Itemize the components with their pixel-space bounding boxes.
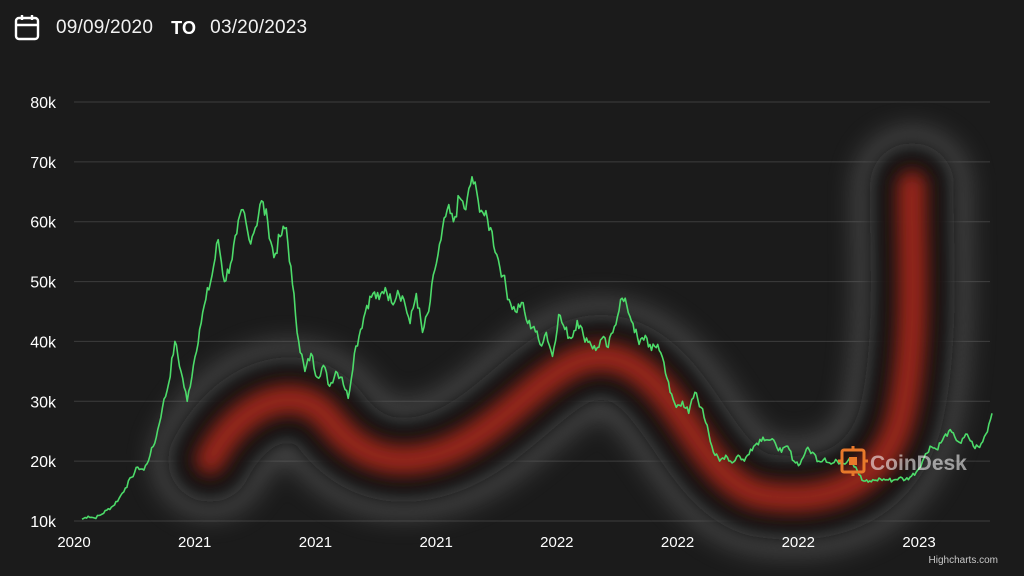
date-range-selector[interactable]: 09/09/2020 TO 03/20/2023 — [14, 12, 307, 44]
x-tick-label: 2022 — [661, 534, 694, 551]
y-tick-label: 10k — [30, 514, 57, 531]
x-tick-label: 2022 — [782, 534, 815, 551]
price-series-line — [81, 176, 993, 520]
calendar-icon[interactable] — [14, 14, 40, 42]
hand-drawn-overlay — [156, 131, 967, 552]
end-date[interactable]: 03/20/2023 — [210, 17, 308, 38]
y-axis-labels: 10k 20k 30k 40k 50k 60k 70k 80k — [30, 95, 57, 531]
x-tick-label: 2022 — [540, 534, 573, 551]
coindesk-watermark: CoinDesk — [838, 446, 967, 476]
x-axis-labels: 2020 2021 2021 2021 2022 2022 2022 2023 — [57, 534, 935, 551]
coindesk-logo-icon — [838, 446, 868, 476]
y-tick-label: 50k — [30, 275, 57, 292]
y-tick-label: 80k — [30, 95, 57, 112]
x-tick-label: 2020 — [57, 534, 90, 551]
x-tick-label: 2021 — [419, 534, 452, 551]
overlay-red-stroke — [195, 170, 928, 513]
y-tick-label: 60k — [30, 215, 57, 232]
x-tick-label: 2021 — [178, 534, 211, 551]
chart-credits[interactable]: Highcharts.com — [928, 555, 998, 566]
start-date[interactable]: 09/09/2020 — [56, 17, 154, 38]
coindesk-wordmark: CoinDesk — [870, 452, 967, 475]
y-tick-label: 70k — [30, 155, 57, 172]
to-label: TO — [171, 17, 197, 38]
x-tick-label: 2023 — [902, 534, 935, 551]
y-tick-label: 30k — [30, 394, 57, 411]
y-tick-label: 40k — [30, 334, 57, 351]
y-tick-label: 20k — [30, 454, 57, 471]
x-tick-label: 2021 — [299, 534, 332, 551]
